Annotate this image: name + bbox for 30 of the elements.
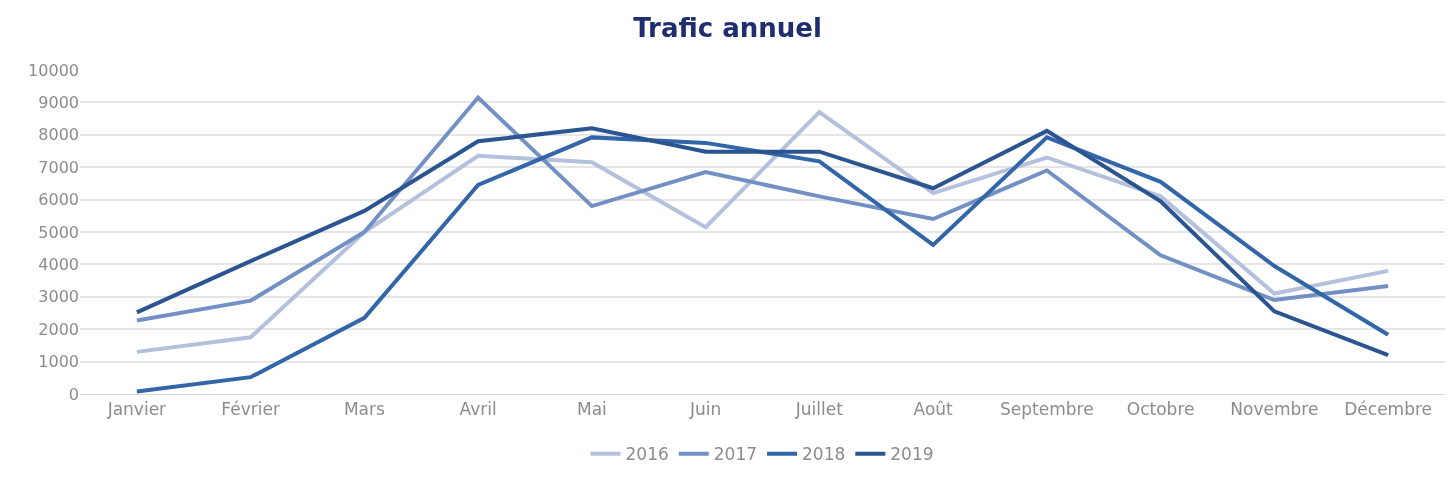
y-tick-label: 1000	[38, 352, 79, 372]
x-tick-label: Février	[221, 399, 280, 420]
x-tick-label: Juin	[688, 399, 722, 420]
y-tick-label: 5000	[38, 222, 79, 242]
x-tick-label: Juillet	[794, 399, 844, 420]
y-tick-label: 2000	[38, 319, 79, 339]
y-tick-label: 8000	[38, 125, 79, 145]
line-series	[134, 95, 1391, 323]
y-tick-label: 4000	[38, 255, 79, 274]
x-tick-label: Janvier	[106, 399, 167, 420]
x-tick-label: Mars	[343, 399, 385, 420]
x-tick-label: Novembre	[1230, 399, 1319, 420]
y-tick-label: 3000	[38, 287, 79, 307]
y-tick-label: 7000	[38, 157, 79, 177]
legend-label: 2016	[625, 444, 669, 465]
y-tick-label: 6000	[38, 190, 79, 210]
x-tick-label: Décembre	[1344, 399, 1433, 420]
x-tick-label: Avril	[459, 399, 497, 420]
y-tick-label: 0	[68, 384, 79, 404]
x-tick-label: Octobre	[1126, 399, 1195, 420]
x-tick-label: Mai	[576, 399, 607, 420]
legend-label: 2017	[713, 444, 758, 465]
chart-title: Trafic annuel	[633, 13, 822, 44]
x-tick-label: Septembre	[1000, 399, 1094, 420]
x-tick-label: Août	[913, 399, 954, 420]
y-tick-label: 10000	[28, 60, 79, 80]
line-series	[134, 135, 1391, 394]
legend-label: 2019	[890, 444, 934, 465]
y-tick-label: 9000	[38, 93, 79, 112]
legend-label: 2018	[802, 444, 846, 465]
